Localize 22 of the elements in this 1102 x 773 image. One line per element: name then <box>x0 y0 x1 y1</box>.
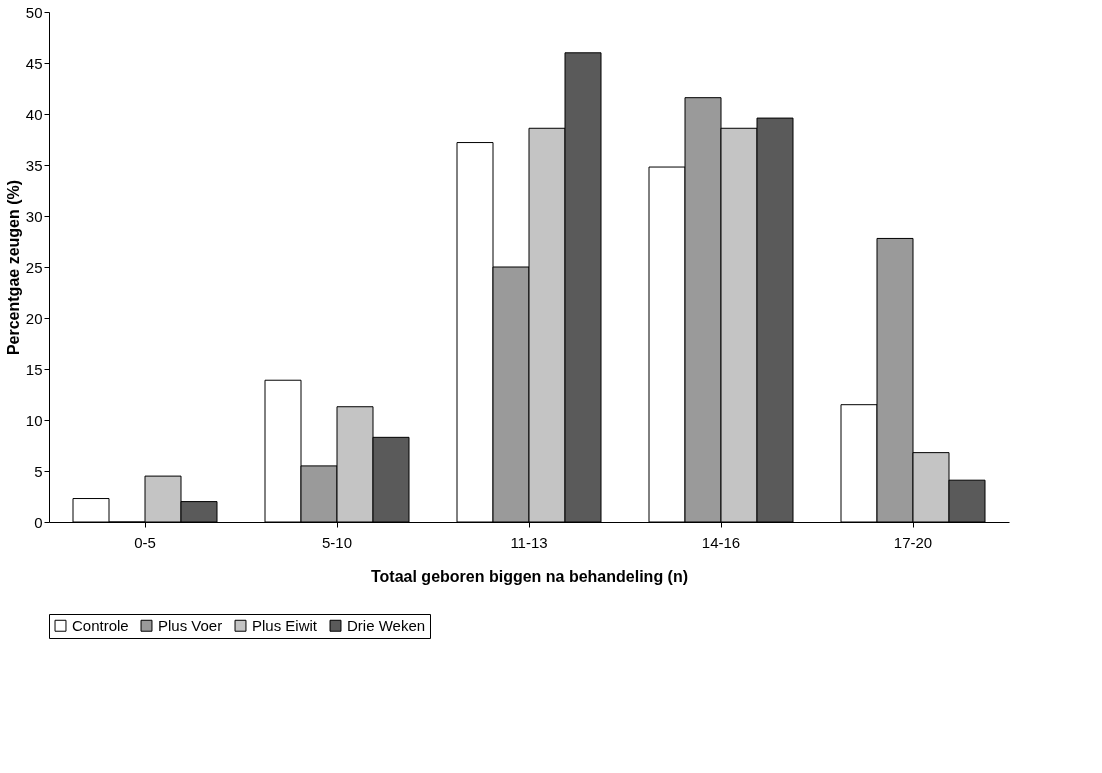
legend-label: Drie Weken <box>347 616 426 634</box>
y-tick-label: 10 <box>25 411 43 429</box>
x-axis-title: Totaal geboren biggen na behandeling (n) <box>370 567 689 585</box>
y-tick-label: 30 <box>25 207 43 225</box>
x-tick-label: 17-20 <box>893 533 933 551</box>
legend-label: Plus Eiwit <box>252 616 318 634</box>
x-tick-label: 14-16 <box>701 533 741 551</box>
x-tick-label: 11-13 <box>510 533 548 551</box>
y-tick-label: 40 <box>25 105 43 123</box>
x-tick-label: 5-10 <box>321 533 353 551</box>
y-tick-label: 5 <box>34 462 43 480</box>
x-tick-label: 0-5 <box>134 533 156 551</box>
y-tick-label: 25 <box>25 258 43 276</box>
y-tick-label: 20 <box>25 309 43 327</box>
y-axis-title: Percentgae zeugen (%) <box>4 179 22 356</box>
y-tick-label: 45 <box>25 54 43 72</box>
y-tick-label: 15 <box>25 360 43 378</box>
y-tick-label: 0 <box>34 513 43 531</box>
y-tick-label: 35 <box>25 156 43 174</box>
legend-label: Plus Voer <box>158 616 223 634</box>
legend-label: Controle <box>72 616 129 634</box>
y-tick-label: 50 <box>25 3 43 21</box>
